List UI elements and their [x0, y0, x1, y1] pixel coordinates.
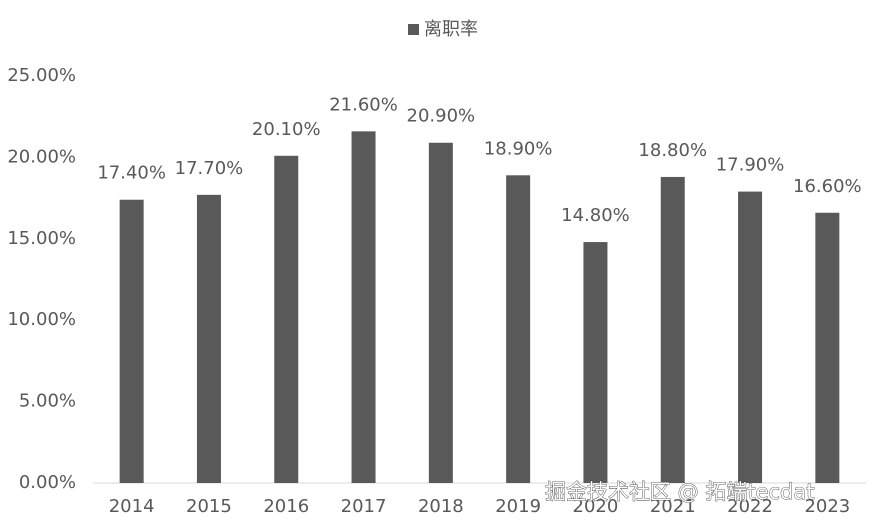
bar [428, 142, 453, 484]
watermark: 掘金技术社区 @ 拓端tecdat [545, 480, 814, 504]
data-label: 21.60% [329, 94, 398, 115]
x-tick-label: 2023 [804, 496, 850, 517]
data-label: 17.40% [97, 163, 166, 184]
bar [351, 131, 376, 484]
x-tick-label: 2019 [495, 496, 541, 517]
data-label: 14.80% [561, 205, 630, 226]
x-tick-label: 2022 [727, 496, 773, 517]
x-tick-label: 2015 [186, 496, 232, 517]
bar [583, 242, 608, 483]
y-tick-label: 20.00% [7, 146, 76, 167]
bar [738, 191, 763, 483]
x-tick-label: 2020 [573, 496, 619, 517]
x-tick-label: 2014 [109, 496, 155, 517]
y-tick-label: 15.00% [7, 228, 76, 249]
y-tick-label: 25.00% [7, 65, 76, 86]
bar [196, 194, 221, 483]
data-label: 20.10% [252, 119, 321, 140]
legend-label: 离职率 [424, 19, 478, 40]
bar [815, 212, 840, 483]
x-tick-label: 2016 [263, 496, 309, 517]
x-tick-label: 2018 [418, 496, 464, 517]
bar [506, 175, 531, 484]
data-label: 16.60% [793, 176, 862, 197]
legend-swatch [408, 24, 419, 35]
data-label: 18.80% [638, 140, 707, 161]
data-label: 20.90% [407, 106, 476, 127]
x-tick-label: 2021 [650, 496, 696, 517]
bar [274, 155, 299, 483]
data-label: 17.90% [716, 155, 785, 176]
y-tick-label: 0.00% [19, 472, 76, 493]
bar [660, 176, 685, 483]
data-label: 17.70% [175, 158, 244, 179]
bar [119, 199, 144, 483]
y-tick-label: 5.00% [19, 391, 76, 412]
x-tick-label: 2017 [341, 496, 387, 517]
y-tick-label: 10.00% [7, 309, 76, 330]
data-label: 18.90% [484, 138, 553, 159]
